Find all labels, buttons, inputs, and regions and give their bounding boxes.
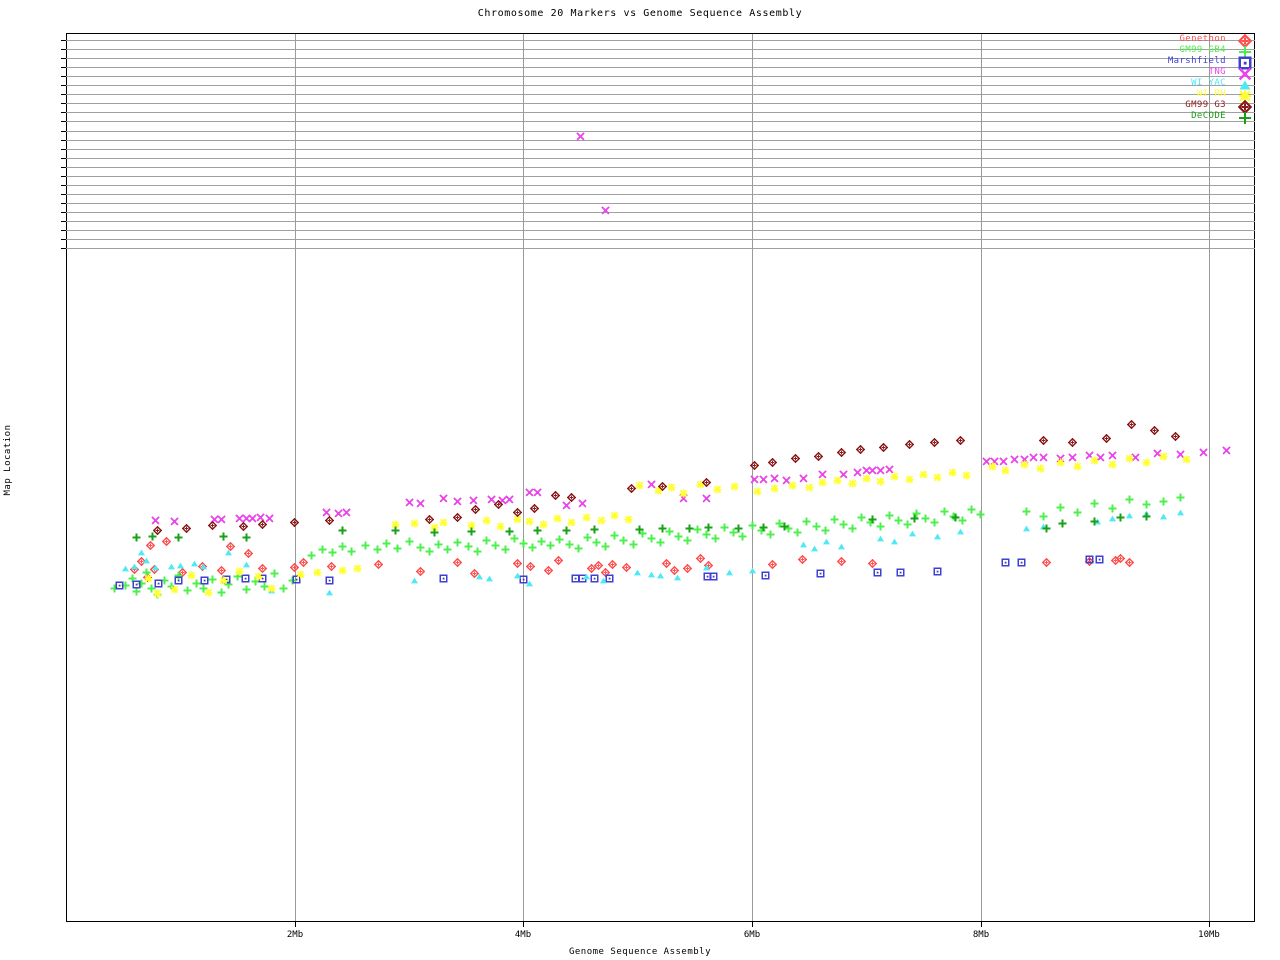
chromosome-tick (61, 167, 66, 168)
legend-item-wi-rh[interactable]: WI RH (1120, 89, 1252, 103)
chromosome-grid: chrYchrXchr22chr21chr20chr19chr18chr17ch… (61, 33, 1255, 249)
legend-label: DeCODE (1191, 111, 1226, 121)
x-axis-title: Genome Sequence Assembly (568, 947, 712, 957)
x-tick-label: 10Mb (1198, 930, 1220, 940)
legend-symbol-x (1238, 67, 1252, 81)
legend-item-genethon[interactable]: Genethon (1120, 33, 1253, 49)
chromosome-tick (61, 140, 66, 141)
chromosome-tick (61, 112, 66, 113)
legend-symbol-diamond-cross (1237, 33, 1253, 49)
chromosome-gridline (66, 67, 1255, 68)
chromosome-tick (61, 158, 66, 159)
legend-label: TNG (1208, 67, 1226, 77)
chromosome-gridline (66, 58, 1255, 59)
legend-label: Genethon (1179, 34, 1226, 44)
y-axis-title: Map Location (3, 424, 13, 496)
chromosome-gridline (66, 149, 1255, 150)
chromosome-gridline (66, 248, 1255, 249)
chromosome-gridline (66, 158, 1255, 159)
chromosome-gridline (66, 221, 1255, 222)
chromosome-tick (61, 76, 66, 77)
chromosome-tick (61, 230, 66, 231)
chromosome-tick (61, 176, 66, 177)
chromosome-tick (61, 94, 66, 95)
chromosome-tick (61, 121, 66, 122)
chromosome-tick (61, 103, 66, 104)
legend-item-gm99-g3[interactable]: GM99 G3 (1120, 99, 1253, 115)
chromosome-tick (61, 239, 66, 240)
legend-item-tng[interactable]: TNG (1120, 67, 1252, 81)
chromosome-tick (61, 194, 66, 195)
chromosome-tick (61, 149, 66, 150)
chromosome-tick (61, 185, 66, 186)
legend-label: Marshfield (1167, 56, 1226, 66)
chromosome-tick (61, 131, 66, 132)
chromosome-gridline (66, 194, 1255, 195)
legend-symbol-star (1238, 89, 1252, 103)
x-gridline (523, 34, 524, 921)
plot-frame (66, 33, 1255, 922)
chromosome-gridline (66, 140, 1255, 141)
x-tick (523, 922, 524, 927)
chromosome-gridline (66, 85, 1255, 86)
x-gridline (1209, 34, 1210, 921)
chromosome-gridline (66, 103, 1255, 104)
chromosome-tick (61, 49, 66, 50)
chart-title: Chromosome 20 Markers vs Genome Sequence… (477, 8, 803, 19)
chromosome-gridline (66, 176, 1255, 177)
x-tick (752, 922, 753, 927)
x-tick-label: 2Mb (286, 930, 304, 940)
legend-item-wi-yac[interactable]: WI YAC (1120, 78, 1252, 90)
chromosome-gridline (66, 131, 1255, 132)
legend-symbol-plus (1238, 45, 1252, 59)
x-tick (1209, 922, 1210, 927)
chromosome-gridline (66, 239, 1255, 240)
x-tick (295, 922, 296, 927)
x-tick-label: 8Mb (972, 930, 990, 940)
chromosome-gridline (66, 94, 1255, 95)
chromosome-gridline (66, 167, 1255, 168)
chromosome-gridline (66, 230, 1255, 231)
chromosome-tick (61, 212, 66, 213)
x-tick (981, 922, 982, 927)
chromosome-tick (61, 248, 66, 249)
chromosome-gridline (66, 112, 1255, 113)
chromosome-tick (61, 40, 66, 41)
x-gridline (295, 34, 296, 921)
legend-symbol-square-dot (1238, 56, 1252, 70)
legend-label: GM99 GB4 (1179, 45, 1226, 55)
chromosome-gridline (66, 212, 1255, 213)
chromosome-gridline (66, 185, 1255, 186)
legend-symbol-plus (1238, 111, 1252, 125)
chromosome-gridline (66, 40, 1255, 41)
chromosome-tick (61, 221, 66, 222)
chromosome-gridline (66, 49, 1255, 50)
chromosome-tick (61, 58, 66, 59)
chromosome-gridline (66, 76, 1255, 77)
legend-item-decode[interactable]: DeCODE (1120, 111, 1252, 125)
chromosome-gridline (66, 121, 1255, 122)
x-gridline (752, 34, 753, 921)
legend-label: WI YAC (1191, 78, 1226, 88)
x-gridline (981, 34, 982, 921)
legend[interactable]: Genethon GM99 GB4 Marshfield TNG WI YAC WI RH… (1120, 33, 1253, 125)
legend-item-marshfield[interactable]: Marshfield (1120, 56, 1252, 70)
legend-label: WI RH (1196, 89, 1226, 99)
x-tick-label: 4Mb (514, 930, 532, 940)
chromosome-tick (61, 85, 66, 86)
legend-label: GM99 G3 (1185, 100, 1226, 110)
chromosome-gridline (66, 203, 1255, 204)
legend-symbol-triangle (1238, 78, 1252, 90)
chromosome-tick (61, 203, 66, 204)
chromosome-tick (61, 67, 66, 68)
legend-symbol-diamond-cross (1237, 99, 1253, 115)
x-tick-label: 6Mb (743, 930, 761, 940)
legend-item-gm99-gb4[interactable]: GM99 GB4 (1120, 45, 1252, 59)
